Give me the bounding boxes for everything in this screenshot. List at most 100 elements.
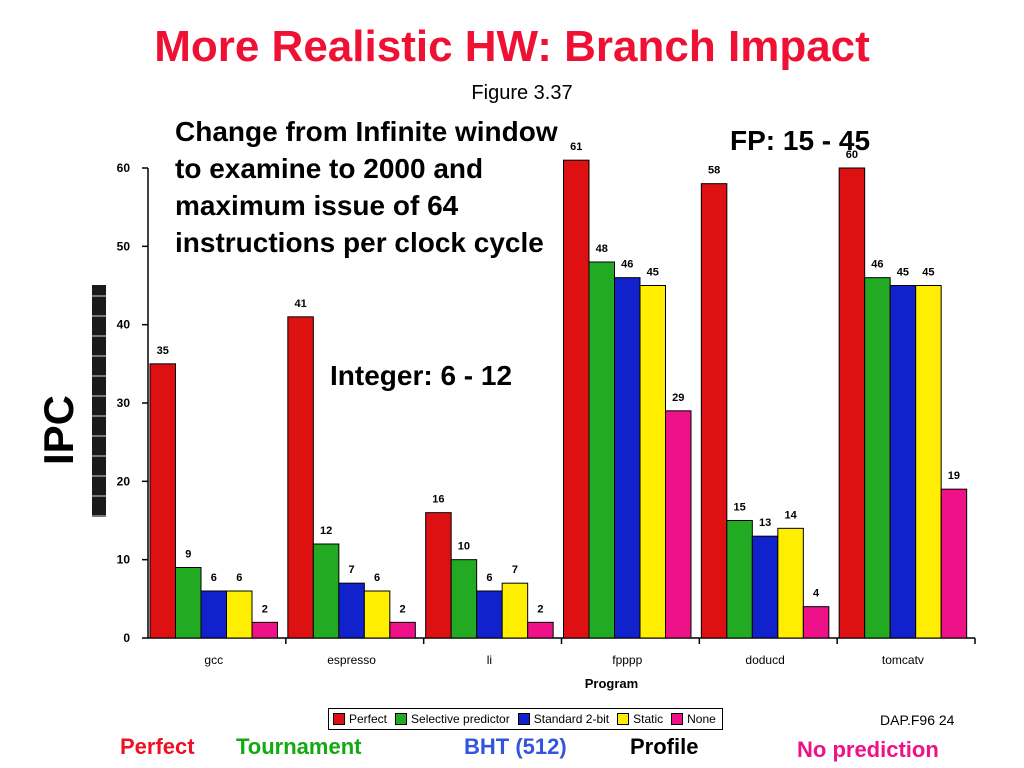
bar-static-tomcatv bbox=[915, 285, 942, 639]
figure-reference: Figure 3.37 bbox=[471, 82, 573, 104]
data-label: 9 bbox=[185, 549, 191, 561]
data-label: 48 bbox=[596, 243, 608, 255]
legend-swatch-standard bbox=[517, 713, 530, 725]
bar-standard-2-bit-fpppp bbox=[614, 277, 641, 639]
callout-fp-range: FP: 15 - 45 bbox=[730, 125, 871, 156]
x-tick-label: tomcatv bbox=[882, 653, 924, 667]
bar-perfect-espresso bbox=[287, 316, 314, 639]
data-label: 61 bbox=[570, 141, 582, 153]
data-label: 35 bbox=[157, 345, 169, 357]
data-label: 6 bbox=[374, 572, 380, 584]
data-label: 45 bbox=[897, 267, 909, 279]
x-tick-label: gcc bbox=[204, 653, 223, 667]
legend-item-perfect: Perfect bbox=[333, 712, 387, 726]
bar-selective-predictor-li bbox=[450, 559, 478, 639]
bar-standard-2-bit-li bbox=[476, 590, 503, 639]
legend-swatch-static bbox=[617, 713, 630, 725]
data-label: 10 bbox=[458, 541, 470, 553]
legend-label-standard: Standard 2-bit bbox=[533, 712, 610, 726]
data-label: 2 bbox=[262, 603, 268, 615]
bar-selective-predictor-tomcatv bbox=[864, 277, 891, 639]
data-label: 29 bbox=[672, 392, 684, 404]
data-label: 6 bbox=[211, 572, 217, 584]
ipc-axis-label: IPC bbox=[35, 394, 82, 465]
bar-selective-predictor-doducd bbox=[726, 520, 753, 639]
data-label: 41 bbox=[294, 298, 306, 310]
data-label: 60 bbox=[846, 149, 858, 161]
bar-none-fpppp bbox=[665, 410, 692, 639]
legend-item-static: Static bbox=[617, 712, 663, 726]
x-axis-title: Program bbox=[585, 676, 638, 691]
y-tick-label: 10 bbox=[117, 553, 131, 567]
y-tick-label: 40 bbox=[117, 318, 131, 332]
bar-perfect-tomcatv bbox=[838, 167, 866, 639]
footer-tournament: Tournament bbox=[236, 734, 362, 759]
bar-static-espresso bbox=[363, 590, 391, 639]
data-label: 6 bbox=[486, 572, 492, 584]
y-tick-label: 20 bbox=[117, 474, 131, 488]
bar-selective-predictor-fpppp bbox=[588, 261, 615, 639]
ipc-axis-scribble bbox=[92, 285, 106, 517]
legend-swatch-perfect bbox=[333, 713, 345, 725]
bar-selective-predictor-espresso bbox=[312, 543, 340, 639]
slide-id: DAP.F96 24 bbox=[880, 712, 955, 728]
bar-none-gcc bbox=[251, 621, 278, 639]
data-label: 19 bbox=[948, 470, 960, 482]
data-label: 46 bbox=[871, 259, 883, 271]
y-tick-label: 0 bbox=[123, 631, 130, 645]
data-label: 14 bbox=[784, 509, 797, 521]
bar-perfect-doducd bbox=[700, 183, 728, 639]
chart-legend: Perfect Selective predictor Standard 2-b… bbox=[328, 708, 723, 730]
data-label: 7 bbox=[349, 564, 355, 576]
y-tick-label: 50 bbox=[117, 239, 131, 253]
bar-perfect-fpppp bbox=[563, 159, 590, 639]
bar-none-doducd bbox=[802, 606, 830, 639]
data-label: 45 bbox=[922, 267, 934, 279]
bar-static-doducd bbox=[777, 527, 804, 639]
data-label: 45 bbox=[647, 267, 659, 279]
x-tick-label: doducd bbox=[745, 653, 784, 667]
legend-swatch-selective bbox=[395, 713, 408, 725]
footer-profile: Profile bbox=[630, 734, 699, 759]
legend-item-none: None bbox=[671, 712, 716, 726]
bar-none-li bbox=[527, 621, 554, 639]
bar-none-tomcatv bbox=[940, 488, 968, 639]
bar-standard-2-bit-espresso bbox=[338, 582, 365, 639]
bar-none-espresso bbox=[389, 621, 416, 639]
legend-item-standard: Standard 2-bit bbox=[517, 712, 610, 726]
data-label: 15 bbox=[733, 502, 745, 514]
slide-title: More Realistic HW: Branch Impact bbox=[154, 22, 870, 71]
data-label: 13 bbox=[759, 517, 771, 529]
legend-label-static: Static bbox=[633, 712, 664, 726]
bar-perfect-gcc bbox=[149, 363, 176, 639]
x-tick-label: espresso bbox=[327, 653, 376, 667]
data-label: 12 bbox=[320, 525, 332, 537]
data-label: 6 bbox=[236, 572, 242, 584]
x-tick-label: fpppp bbox=[612, 653, 642, 667]
bar-standard-2-bit-gcc bbox=[200, 590, 227, 639]
bar-standard-2-bit-doducd bbox=[751, 535, 779, 639]
bar-standard-2-bit-tomcatv bbox=[889, 285, 917, 639]
callout-window-change: Change from Infinite window to examine t… bbox=[175, 116, 558, 258]
legend-label-perfect: Perfect bbox=[349, 712, 388, 726]
callout-integer-range: Integer: 6 - 12 bbox=[330, 360, 513, 391]
bar-static-gcc bbox=[226, 590, 253, 639]
bar-perfect-li bbox=[425, 512, 452, 639]
x-tick-label: li bbox=[487, 653, 492, 667]
y-tick-label: 30 bbox=[117, 396, 131, 410]
data-label: 2 bbox=[537, 603, 543, 615]
bar-selective-predictor-gcc bbox=[175, 567, 202, 639]
legend-label-selective: Selective predictor bbox=[411, 712, 510, 726]
footer-no-prediction: No prediction bbox=[797, 737, 939, 762]
footer-bht: BHT (512) bbox=[464, 734, 567, 759]
data-label: 46 bbox=[621, 259, 633, 271]
data-label: 58 bbox=[708, 165, 720, 177]
legend-swatch-none bbox=[671, 713, 684, 725]
data-label: 16 bbox=[432, 494, 444, 506]
bar-static-fpppp bbox=[639, 285, 666, 639]
footer-perfect: Perfect bbox=[120, 734, 195, 759]
y-tick-label: 60 bbox=[117, 161, 131, 175]
data-label: 7 bbox=[512, 564, 518, 576]
data-label: 2 bbox=[400, 603, 406, 615]
